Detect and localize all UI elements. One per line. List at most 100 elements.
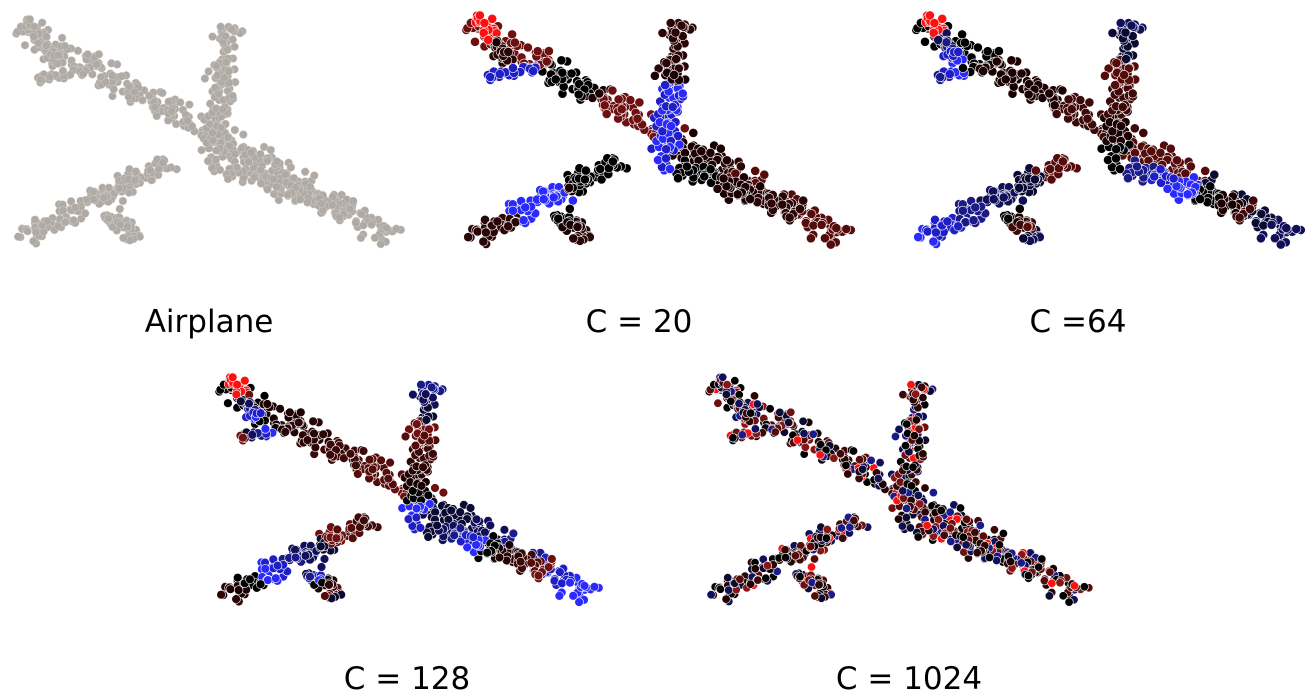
point xyxy=(1227,199,1238,210)
point xyxy=(1034,562,1044,572)
point xyxy=(503,47,514,57)
point xyxy=(1255,233,1266,244)
point xyxy=(567,195,578,206)
point xyxy=(1075,95,1086,105)
point xyxy=(115,204,125,214)
point xyxy=(821,533,831,543)
point xyxy=(718,173,729,184)
point xyxy=(568,591,578,601)
point xyxy=(351,218,360,228)
point xyxy=(211,146,221,155)
point xyxy=(316,541,326,552)
point xyxy=(799,429,809,439)
point xyxy=(911,415,921,425)
point xyxy=(416,481,427,491)
point xyxy=(1051,109,1062,119)
point xyxy=(1016,558,1026,568)
point xyxy=(806,541,816,551)
point xyxy=(332,524,343,535)
point xyxy=(108,71,117,80)
point xyxy=(1258,220,1269,231)
point xyxy=(808,220,819,231)
point xyxy=(816,440,826,450)
point xyxy=(660,80,670,90)
point xyxy=(223,133,233,142)
point xyxy=(89,195,98,204)
point xyxy=(31,227,41,237)
point xyxy=(920,36,930,47)
point xyxy=(1016,68,1027,79)
point xyxy=(216,590,226,600)
caption-c20: C = 20 xyxy=(585,304,693,340)
panel-airplane xyxy=(0,0,430,290)
point xyxy=(403,514,414,524)
point xyxy=(866,455,876,465)
point xyxy=(218,104,227,114)
point xyxy=(696,146,707,157)
point xyxy=(1039,576,1049,586)
point xyxy=(1018,233,1029,244)
point xyxy=(589,582,600,592)
point xyxy=(970,202,981,213)
point xyxy=(250,173,259,182)
point xyxy=(1132,161,1142,172)
point xyxy=(649,70,660,81)
point xyxy=(781,553,791,563)
point xyxy=(1046,174,1057,185)
panel-c128 xyxy=(200,360,630,650)
point xyxy=(36,75,45,84)
point xyxy=(902,419,912,429)
point xyxy=(544,46,554,56)
point xyxy=(541,56,552,67)
point xyxy=(915,499,925,509)
point xyxy=(1256,209,1267,219)
point xyxy=(936,506,946,516)
panel-c64 xyxy=(890,0,1310,290)
point xyxy=(669,70,679,80)
point xyxy=(726,396,736,406)
point xyxy=(475,10,485,21)
point xyxy=(1117,102,1128,112)
point xyxy=(470,36,480,47)
point xyxy=(728,433,738,443)
point xyxy=(933,35,944,45)
point xyxy=(891,432,901,442)
point xyxy=(653,155,663,165)
point xyxy=(260,424,271,434)
point xyxy=(1049,100,1060,111)
point xyxy=(150,103,159,112)
point xyxy=(423,532,433,542)
point xyxy=(894,424,904,434)
point xyxy=(1003,213,1014,224)
point xyxy=(960,37,970,48)
point xyxy=(972,548,982,558)
point xyxy=(749,391,759,401)
point xyxy=(271,573,281,583)
point xyxy=(357,209,366,219)
point xyxy=(913,532,923,542)
point xyxy=(116,220,125,229)
point xyxy=(210,83,220,92)
point xyxy=(849,446,859,456)
point xyxy=(504,540,515,550)
point xyxy=(230,125,240,135)
point xyxy=(665,18,676,28)
point xyxy=(348,533,358,543)
point xyxy=(367,464,378,475)
point xyxy=(145,165,155,175)
point xyxy=(935,72,946,82)
point xyxy=(1069,581,1079,591)
point xyxy=(667,102,678,112)
point xyxy=(523,42,533,53)
point xyxy=(43,217,52,226)
point xyxy=(203,156,213,166)
point xyxy=(465,503,476,513)
caption-c1024: C = 1024 xyxy=(835,661,983,697)
point xyxy=(410,440,421,451)
caption-airplane: Airplane xyxy=(144,304,274,340)
point xyxy=(310,442,321,453)
point xyxy=(376,239,385,249)
point xyxy=(1047,578,1057,588)
point xyxy=(873,474,883,484)
point xyxy=(1057,85,1068,96)
